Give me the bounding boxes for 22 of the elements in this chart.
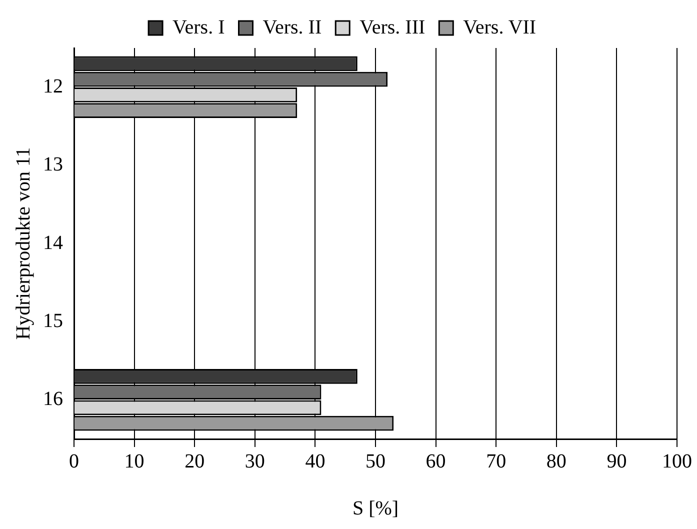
- y-axis-title: Hydrierprodukte von 11: [12, 147, 34, 340]
- x-axis-title: S [%]: [352, 497, 399, 520]
- legend-label: Vers. III: [360, 16, 426, 38]
- legend-label: Vers. II: [262, 16, 322, 38]
- y-tick-label: 16: [43, 388, 63, 410]
- y-tick-label: 14: [43, 232, 63, 254]
- legend-label: Vers. I: [172, 16, 225, 38]
- x-tick-label: 50: [366, 450, 386, 472]
- x-tick-label: 20: [184, 450, 205, 472]
- x-tick-label: 30: [244, 450, 265, 472]
- x-tick-label: 90: [606, 450, 627, 472]
- x-tick-label: 10: [124, 450, 144, 472]
- x-tick-label: 60: [426, 450, 446, 472]
- y-tick-label: 15: [43, 310, 63, 332]
- y-tick-label: 13: [43, 154, 63, 176]
- x-tick-label: 80: [546, 450, 566, 472]
- legend-label: Vers. VII: [463, 16, 536, 38]
- x-tick-label: 70: [486, 450, 506, 472]
- y-tick-label: 12: [43, 75, 63, 98]
- x-tick-label: 100: [662, 450, 692, 472]
- x-tick-label: 40: [305, 450, 326, 472]
- x-tick-label: 0: [69, 450, 79, 472]
